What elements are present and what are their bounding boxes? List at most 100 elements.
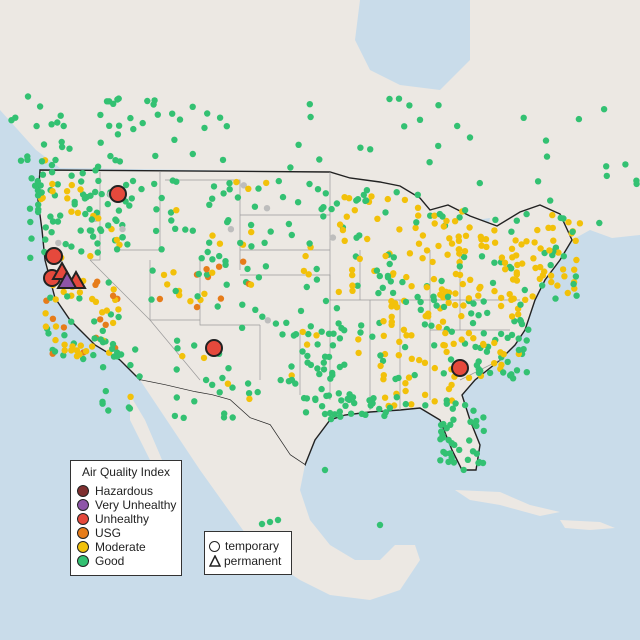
monitor-point	[435, 323, 442, 331]
monitor-point	[318, 403, 326, 410]
monitor-point	[102, 321, 109, 328]
monitor-point	[112, 157, 119, 164]
monitor-point	[251, 203, 259, 210]
monitor-point	[158, 246, 165, 253]
monitor-point	[450, 459, 458, 466]
monitor-point	[373, 267, 381, 274]
monitor-point	[322, 297, 330, 305]
monitor-point	[376, 521, 384, 529]
monitor-point	[294, 199, 302, 206]
monitor-point	[206, 239, 213, 246]
monitor-point	[233, 178, 240, 186]
monitor-point	[318, 328, 325, 335]
monitor-point	[62, 240, 69, 248]
monitor-point	[99, 309, 106, 316]
monitor-point	[107, 152, 114, 160]
monitor-point	[414, 293, 421, 301]
monitor-point	[193, 303, 201, 311]
monitor-point	[431, 220, 438, 227]
monitor-point	[472, 343, 479, 351]
monitor-point	[513, 271, 520, 278]
monitor-point	[303, 283, 310, 291]
monitor-point	[399, 278, 406, 286]
monitor-point	[440, 370, 447, 377]
monitor-point	[171, 136, 178, 143]
monitor-point	[406, 102, 413, 109]
monitor-point	[78, 248, 85, 255]
monitor-point	[400, 326, 408, 333]
monitor-point	[87, 252, 94, 260]
monitor-point	[523, 337, 530, 344]
monitor-point	[302, 409, 310, 416]
triangle-icon	[208, 554, 222, 567]
monitor-point	[201, 290, 208, 297]
monitor-point	[437, 291, 444, 298]
monitor-point	[226, 186, 233, 193]
monitor-point	[234, 194, 242, 201]
monitor-point	[266, 518, 274, 526]
monitor-point	[347, 410, 355, 417]
monitor-point	[475, 292, 482, 299]
monitor-point	[523, 210, 530, 218]
monitor-point	[445, 299, 452, 306]
monitor-point	[37, 182, 44, 189]
monitor-point	[114, 96, 121, 103]
monitor-point	[144, 97, 151, 105]
monitor-point	[388, 318, 395, 326]
monitor-point	[68, 208, 75, 215]
monitor-point	[456, 250, 463, 257]
monitor-point	[430, 275, 438, 283]
monitor-point	[461, 207, 469, 214]
monitor-point	[573, 256, 580, 264]
monitor-point	[28, 175, 35, 182]
monitor-point	[439, 318, 447, 325]
monitor-point	[49, 315, 57, 322]
monitor-point	[336, 363, 344, 371]
monitor-point	[313, 265, 320, 273]
monitor-point	[438, 428, 445, 435]
monitor-point	[63, 188, 71, 195]
monitor-point	[209, 381, 216, 388]
monitor-point	[491, 360, 498, 367]
monitor-point	[248, 228, 255, 236]
monitor-point	[321, 353, 329, 360]
monitor-point	[306, 101, 313, 108]
monitor-point	[169, 110, 176, 117]
monitor-point	[633, 180, 640, 188]
monitor-point	[335, 288, 342, 296]
monitor-point	[547, 261, 554, 269]
monitor-point	[408, 332, 415, 339]
monitor-point	[336, 408, 343, 415]
monitor-point	[209, 195, 216, 202]
monitor-point	[239, 301, 246, 308]
monitor-point	[54, 181, 61, 188]
monitor-point	[182, 226, 189, 233]
monitor-point	[57, 212, 64, 219]
monitor-point	[511, 318, 518, 325]
monitor-point	[452, 400, 459, 407]
monitor-point	[386, 260, 393, 268]
temporary-monitor-marker	[205, 339, 223, 357]
monitor-point	[201, 124, 208, 132]
monitor-point	[78, 178, 85, 185]
monitor-point	[569, 228, 576, 235]
monitor-point	[320, 359, 327, 366]
monitor-point	[435, 142, 442, 150]
monitor-point	[483, 348, 491, 355]
mexico-land	[130, 380, 420, 600]
monitor-point	[28, 235, 35, 242]
monitor-point	[468, 310, 475, 317]
monitor-point	[107, 311, 115, 318]
monitor-point	[136, 373, 143, 380]
monitor-point	[38, 158, 46, 165]
monitor-point	[66, 145, 73, 152]
monitor-point	[337, 413, 344, 420]
monitor-point	[572, 237, 579, 244]
monitor-point	[380, 318, 387, 325]
monitor-point	[156, 295, 164, 303]
monitor-point	[477, 283, 484, 291]
aqi-legend-title: Air Quality Index	[81, 465, 171, 479]
monitor-point	[48, 229, 55, 236]
monitor-point	[320, 213, 327, 220]
monitor-point	[152, 152, 159, 160]
